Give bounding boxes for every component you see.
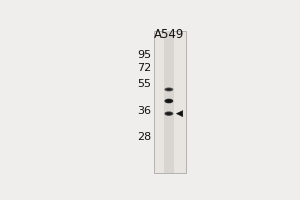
Text: 72: 72 bbox=[137, 63, 152, 73]
Bar bbox=[154, 31, 186, 173]
Ellipse shape bbox=[166, 112, 172, 115]
Ellipse shape bbox=[167, 89, 170, 90]
Text: 28: 28 bbox=[137, 132, 152, 142]
Text: 55: 55 bbox=[137, 79, 152, 89]
Ellipse shape bbox=[166, 100, 172, 102]
Polygon shape bbox=[176, 111, 183, 117]
Text: A549: A549 bbox=[154, 28, 185, 41]
Bar bbox=[164, 31, 173, 173]
Text: 95: 95 bbox=[137, 50, 152, 60]
Ellipse shape bbox=[167, 113, 170, 114]
Ellipse shape bbox=[164, 111, 173, 116]
Ellipse shape bbox=[166, 88, 172, 91]
Ellipse shape bbox=[167, 100, 170, 102]
Ellipse shape bbox=[164, 88, 173, 91]
Ellipse shape bbox=[164, 99, 173, 103]
Text: 36: 36 bbox=[137, 106, 152, 116]
